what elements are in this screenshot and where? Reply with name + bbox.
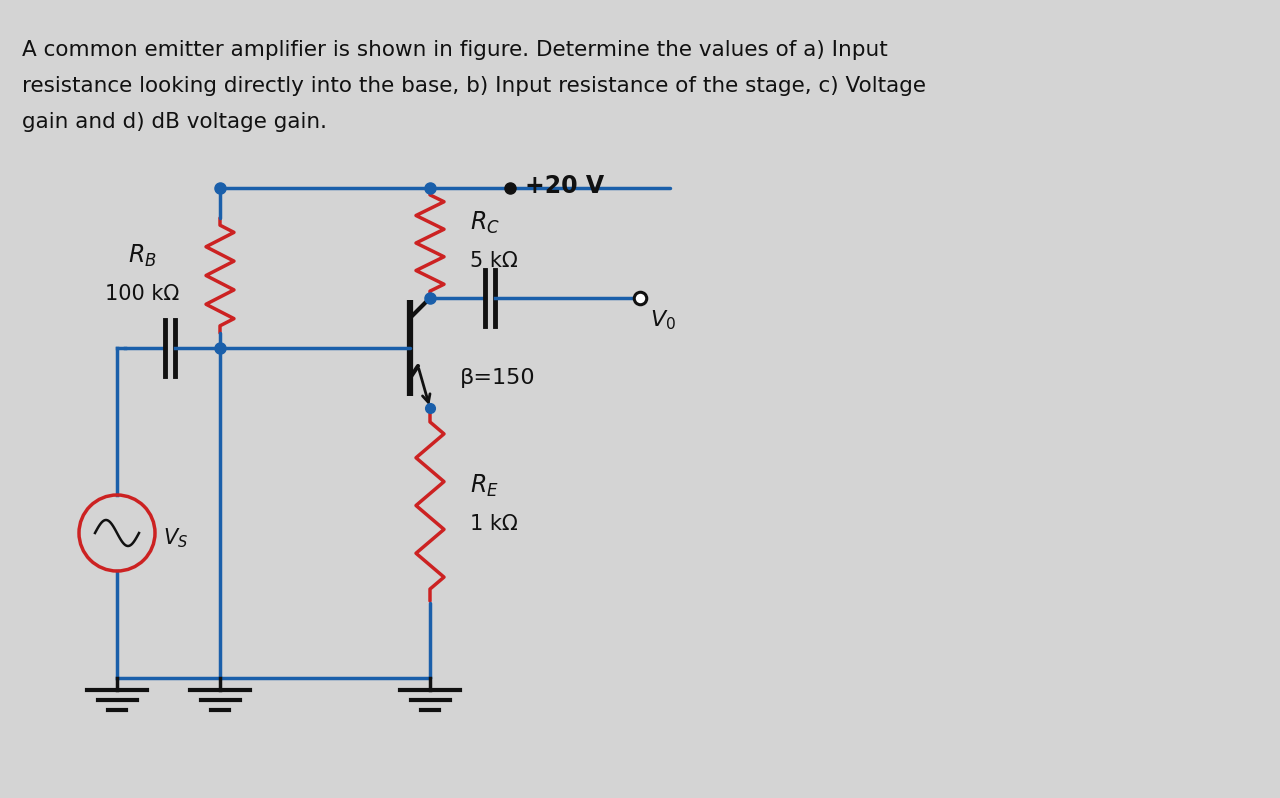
Text: $V_0$: $V_0$	[650, 308, 676, 332]
Text: $R_E$: $R_E$	[470, 472, 499, 499]
Text: 5 kΩ: 5 kΩ	[470, 251, 517, 271]
Text: $R_C$: $R_C$	[470, 210, 500, 236]
Text: 100 kΩ: 100 kΩ	[105, 283, 179, 303]
Text: resistance looking directly into the base, b) Input resistance of the stage, c) : resistance looking directly into the bas…	[22, 76, 925, 96]
Text: 1 kΩ: 1 kΩ	[470, 513, 517, 534]
Text: β=150: β=150	[460, 368, 535, 388]
Text: $V_S$: $V_S$	[163, 526, 188, 550]
Text: $R_B$: $R_B$	[128, 243, 156, 269]
Text: gain and d) dB voltage gain.: gain and d) dB voltage gain.	[22, 112, 326, 132]
Text: +20 V: +20 V	[525, 174, 604, 198]
Text: A common emitter amplifier is shown in figure. Determine the values of a) Input: A common emitter amplifier is shown in f…	[22, 40, 888, 60]
